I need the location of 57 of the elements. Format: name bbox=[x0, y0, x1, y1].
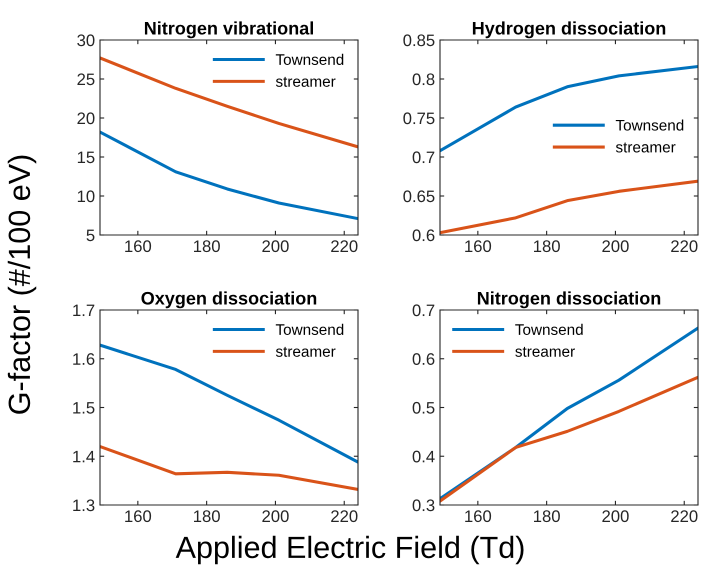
chart-title: Hydrogen dissociation bbox=[472, 21, 666, 38]
legend-label: streamer bbox=[276, 346, 336, 357]
y-tick-label: 5 bbox=[86, 230, 94, 242]
y-tick-label: 0.6 bbox=[412, 353, 434, 365]
y-tick-label: 1.3 bbox=[73, 499, 94, 512]
y-tick-label: 0.85 bbox=[403, 34, 434, 46]
x-tick-label: 160 bbox=[125, 510, 152, 522]
x-axis-title: Applied Electric Field (Td) bbox=[176, 536, 524, 564]
x-tick-label: 180 bbox=[534, 510, 560, 522]
line-series bbox=[100, 344, 358, 464]
chart-title: Nitrogen vibrational bbox=[144, 21, 313, 38]
line-series bbox=[100, 130, 358, 220]
y-tick-label: 20 bbox=[77, 112, 94, 124]
y-tick-label: 0.7 bbox=[412, 151, 434, 164]
y-tick-label: 0.7 bbox=[412, 304, 434, 316]
x-tick-label: 200 bbox=[262, 240, 289, 252]
y-tick-label: 10 bbox=[78, 190, 94, 202]
x-tick-label: 180 bbox=[194, 510, 220, 522]
x-tick-label: 160 bbox=[125, 240, 152, 252]
x-tick-label: 180 bbox=[194, 240, 220, 252]
legend-label: Townsend bbox=[276, 324, 344, 335]
y-tick-label: 15 bbox=[78, 152, 94, 164]
x-tick-label: 200 bbox=[262, 510, 289, 522]
y-tick-label: 25 bbox=[77, 73, 94, 86]
y-tick-label: 0.8 bbox=[412, 73, 434, 86]
y-tick-label: 1.6 bbox=[73, 353, 94, 365]
y-axis-title: G-factor (#/100 eV) bbox=[8, 156, 36, 414]
line-series bbox=[440, 376, 698, 503]
legend-label: streamer bbox=[276, 76, 336, 87]
line-series bbox=[440, 64, 698, 152]
y-tick-label: 0.5 bbox=[412, 402, 434, 414]
legend-label: Townsend bbox=[515, 324, 583, 335]
legend-label: streamer bbox=[515, 346, 575, 357]
legend-label: Townsend bbox=[616, 119, 684, 131]
chart-title: Nitrogen dissociation bbox=[478, 291, 660, 308]
y-tick-label: 1.5 bbox=[73, 402, 94, 414]
y-tick-label: 0.75 bbox=[403, 112, 434, 124]
x-tick-label: 220 bbox=[671, 240, 698, 252]
y-tick-label: 0.6 bbox=[412, 229, 434, 242]
x-tick-label: 200 bbox=[602, 240, 629, 252]
legend-label: Townsend bbox=[276, 54, 344, 65]
x-tick-label: 220 bbox=[331, 240, 358, 252]
x-tick-label: 160 bbox=[465, 240, 492, 252]
x-tick-label: 220 bbox=[671, 510, 698, 522]
x-tick-label: 200 bbox=[602, 510, 629, 522]
legend-label: streamer bbox=[616, 142, 676, 153]
y-tick-label: 0.65 bbox=[403, 190, 434, 202]
line-series bbox=[100, 444, 358, 491]
y-tick-label: 0.4 bbox=[412, 450, 435, 462]
y-tick-label: 0.3 bbox=[412, 499, 434, 512]
y-tick-label: 1.4 bbox=[73, 450, 95, 462]
x-tick-label: 160 bbox=[465, 510, 492, 522]
y-tick-label: 1.7 bbox=[73, 304, 94, 316]
y-tick-label: 30 bbox=[77, 34, 94, 46]
x-tick-label: 180 bbox=[534, 240, 560, 252]
chart-title: Oxygen dissociation bbox=[141, 291, 316, 308]
x-tick-label: 220 bbox=[331, 510, 358, 522]
